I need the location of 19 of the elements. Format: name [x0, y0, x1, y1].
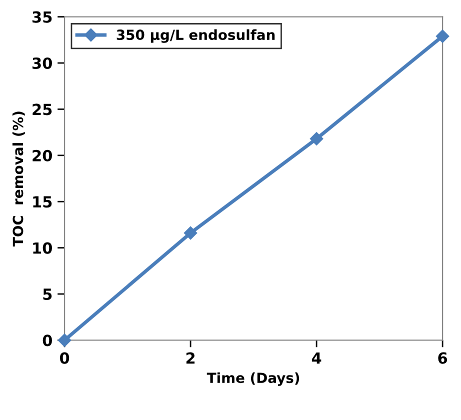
x-tick-label: 4 [312, 352, 322, 364]
point [184, 226, 198, 240]
point [58, 334, 72, 347]
y-axis-title: TOC removal (%) [12, 112, 25, 246]
x-tick-label: 6 [438, 352, 448, 364]
y-tick-label: 25 [32, 104, 52, 116]
point [436, 30, 450, 43]
point [310, 132, 324, 146]
y-tick-label: 0 [42, 334, 52, 346]
y-tick-label: 20 [32, 150, 52, 162]
y-tick-label: 15 [33, 196, 52, 208]
x-tick-label: 2 [186, 352, 195, 364]
y-tick-label: 10 [33, 242, 52, 254]
y-tick-label: 30 [32, 57, 52, 70]
x-tick-label: 0 [60, 352, 70, 364]
y-tick-label: 35 [32, 11, 52, 23]
x-axis-title: Time (Days) [206, 372, 300, 386]
y-tick-label: 5 [43, 288, 52, 300]
legend-label: 350 µg/L endosulfan [116, 29, 275, 43]
